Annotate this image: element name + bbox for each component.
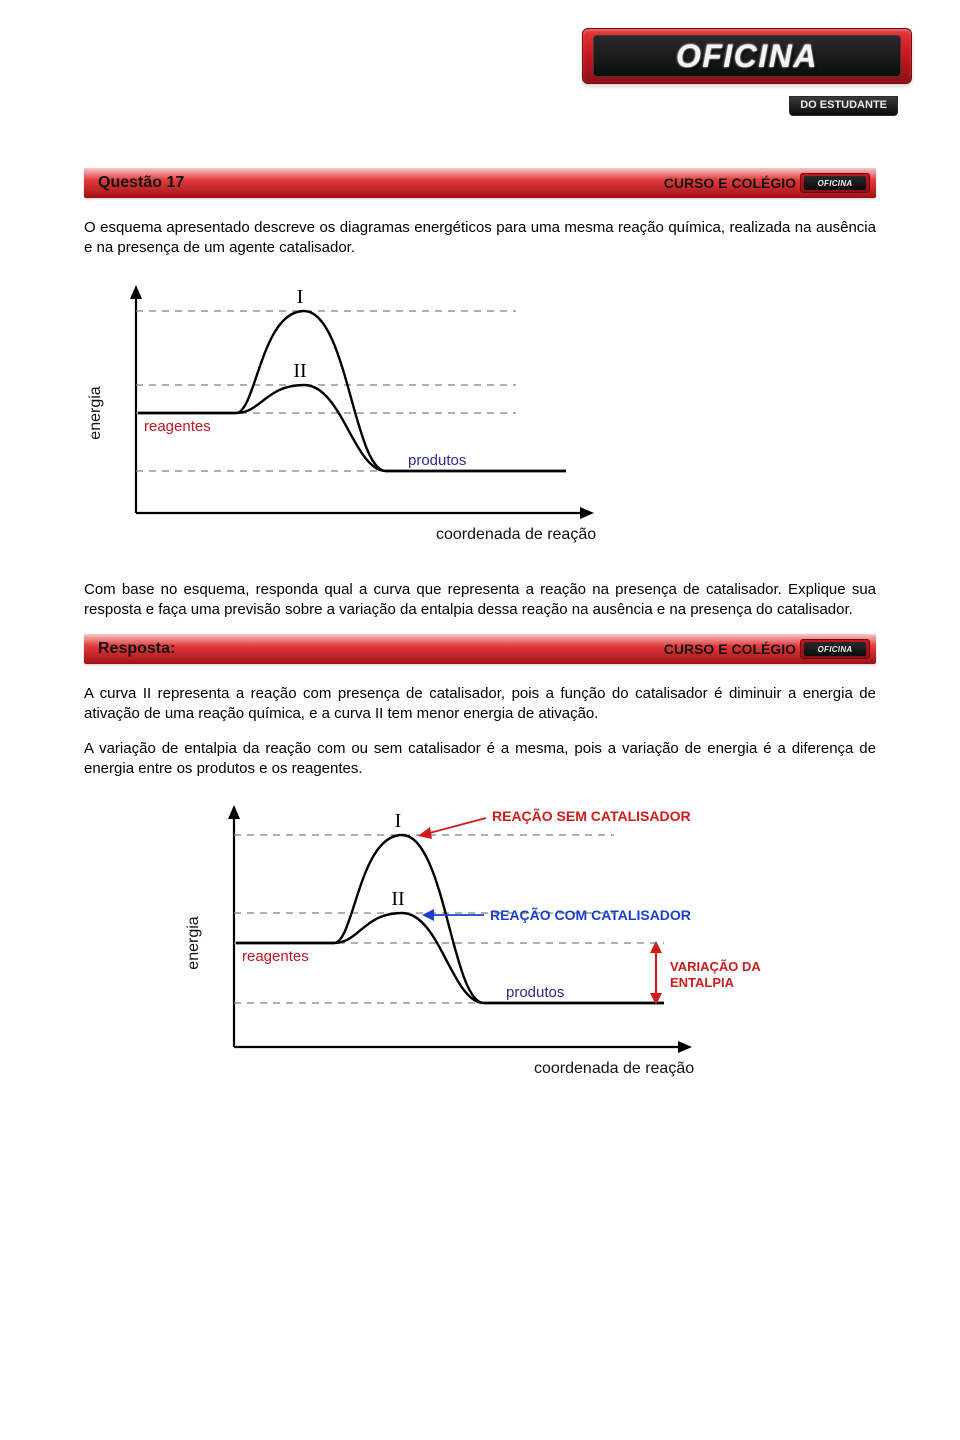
reagent-label: reagentes <box>144 418 211 435</box>
annotation-with-catalyst: REAÇÃO COM CATALISADOR <box>490 906 691 923</box>
answer-paragraph-1: A curva II representa a reação com prese… <box>84 684 876 725</box>
energy-diagram-1: I II energia coordenada de reação reagen… <box>86 273 606 558</box>
question-paragraph-1: O esquema apresentado descreve os diagra… <box>84 218 876 259</box>
brand-logo-plate: OFICINA <box>582 28 912 84</box>
x-axis-label: coordenada de reação <box>436 526 596 543</box>
answer-header-bar: Resposta: CURSO E COLÉGIO OFICINA <box>84 634 876 664</box>
question-paragraph-2: Com base no esquema, responda qual a cur… <box>84 580 876 621</box>
course-label-answer: CURSO E COLÉGIO OFICINA <box>664 639 876 659</box>
annotation-no-catalyst: REAÇÃO SEM CATALISADOR <box>492 807 691 824</box>
question-header-bar: Questão 17 CURSO E COLÉGIO OFICINA <box>84 168 876 198</box>
answer-paragraph-2: A variação de entalpia da reação com ou … <box>84 739 876 780</box>
answer-label: Resposta: <box>84 640 189 658</box>
page-content: Questão 17 CURSO E COLÉGIO OFICINA O esq… <box>84 168 876 1098</box>
curve-label-II: II <box>293 360 306 382</box>
annotation-enthalpy-2: ENTALPIA <box>670 975 735 990</box>
product-label: produtos <box>408 452 466 469</box>
curve-label-II-2: II <box>391 888 404 910</box>
curve-label-I-2: I <box>395 810 402 832</box>
question-number-label: Questão 17 <box>84 174 198 192</box>
product-label-2: produtos <box>506 984 564 1001</box>
mini-logo-text: OFICINA <box>818 179 853 188</box>
brand-logo-text: OFICINA <box>676 38 818 75</box>
brand-logo-inset: OFICINA <box>593 35 901 77</box>
x-axis-label-2: coordenada de reação <box>534 1060 694 1077</box>
annotation-enthalpy-1: VARIAÇÃO DA <box>670 959 761 974</box>
energy-diagram-2: I II energia coordenada de reação reagen… <box>184 793 744 1098</box>
brand-logo: OFICINA DO ESTUDANTE <box>582 28 912 100</box>
course-label: CURSO E COLÉGIO OFICINA <box>664 173 876 193</box>
mini-logo-answer: OFICINA <box>800 639 870 659</box>
reagent-label-2: reagentes <box>242 948 309 965</box>
brand-logo-subtext: DO ESTUDANTE <box>789 96 898 116</box>
course-text-answer: CURSO E COLÉGIO <box>664 641 796 657</box>
curve-label-I: I <box>297 286 304 308</box>
mini-logo-text-answer: OFICINA <box>818 645 853 654</box>
course-text: CURSO E COLÉGIO <box>664 175 796 191</box>
y-axis-label: energia <box>87 386 104 439</box>
mini-logo: OFICINA <box>800 173 870 193</box>
y-axis-label-2: energia <box>185 916 202 969</box>
